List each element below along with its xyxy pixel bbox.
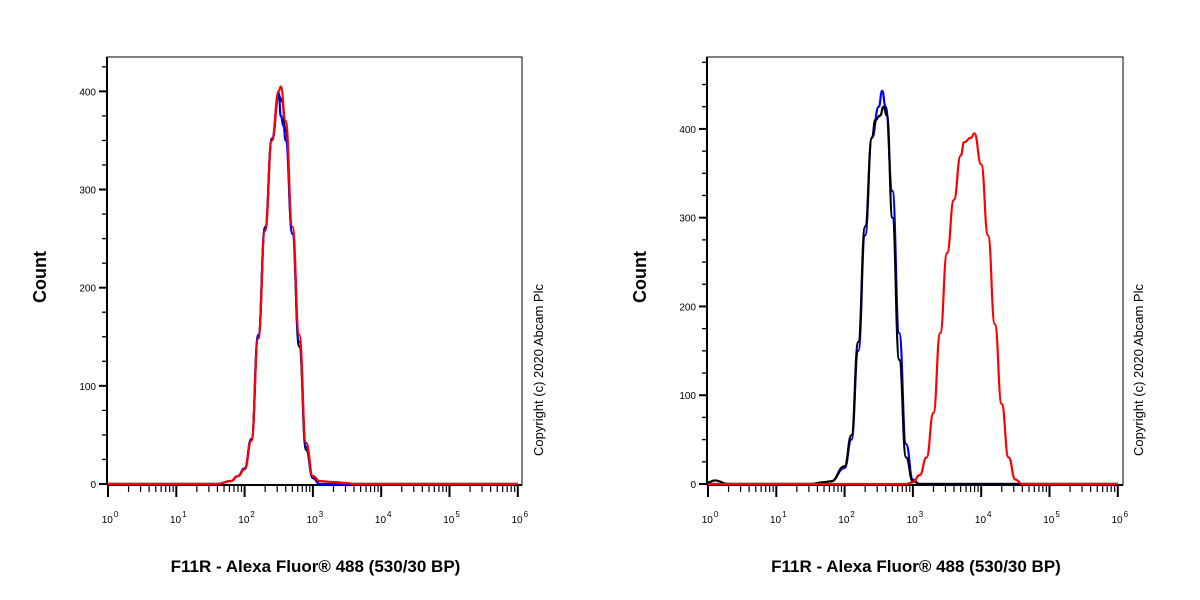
x-tick-label: 102 (838, 510, 855, 526)
x-axis-title: F11R - Alexa Fluor® 488 (530/30 BP) (171, 557, 461, 576)
x-tick-label: 103 (307, 510, 324, 526)
histogram-panel-1: 0 100 200 300 400 100 101 102 103 104 105 106 F11R -… (30, 56, 546, 576)
series-black-line (707, 105, 1118, 486)
copyright-text: Copyright (c) 2020 Abcam Plc (531, 284, 546, 456)
x-tick-label: 106 (1112, 510, 1129, 526)
plot-frame (706, 56, 1124, 486)
x-axis-title: F11R - Alexa Fluor® 488 (530/30 BP) (771, 557, 1061, 576)
series-red-line (107, 85, 518, 486)
x-tick-label: 100 (102, 510, 119, 526)
y-tick-label: 0 (90, 480, 96, 491)
x-tick-label: 106 (512, 510, 529, 526)
y-tick-label: 200 (79, 284, 96, 295)
x-tick-label: 104 (375, 510, 392, 526)
series-red-line (707, 132, 1118, 486)
x-tick-label: 101 (170, 510, 187, 526)
y-axis-title: Count (30, 251, 50, 303)
series-black-line (107, 95, 518, 486)
x-tick-label: 103 (907, 510, 924, 526)
y-tick-label: 400 (79, 87, 96, 98)
y-tick-label: 300 (79, 186, 96, 197)
copyright-text: Copyright (c) 2020 Abcam Plc (1131, 284, 1146, 456)
plot-frame (106, 56, 523, 486)
y-tick-label: 300 (679, 214, 696, 225)
y-axis-title: Count (630, 251, 650, 303)
series-blue-line (707, 89, 1118, 486)
x-tick-label: 100 (702, 510, 719, 526)
y-tick-label: 400 (679, 125, 696, 136)
y-tick-label: 100 (679, 391, 696, 402)
x-tick-label: 102 (238, 510, 255, 526)
x-tick-label: 105 (443, 510, 460, 526)
x-tick-label: 105 (1043, 510, 1060, 526)
series-blue-line (107, 92, 518, 486)
x-tick-label: 104 (975, 510, 992, 526)
histogram-panel-2: 0 100 200 300 400 100 101 102 103 104 105 106 F11R -… (630, 56, 1146, 576)
y-tick-label: 0 (690, 480, 696, 491)
x-tick-label: 101 (770, 510, 787, 526)
y-tick-label: 200 (679, 302, 696, 313)
y-tick-label: 100 (79, 382, 96, 393)
